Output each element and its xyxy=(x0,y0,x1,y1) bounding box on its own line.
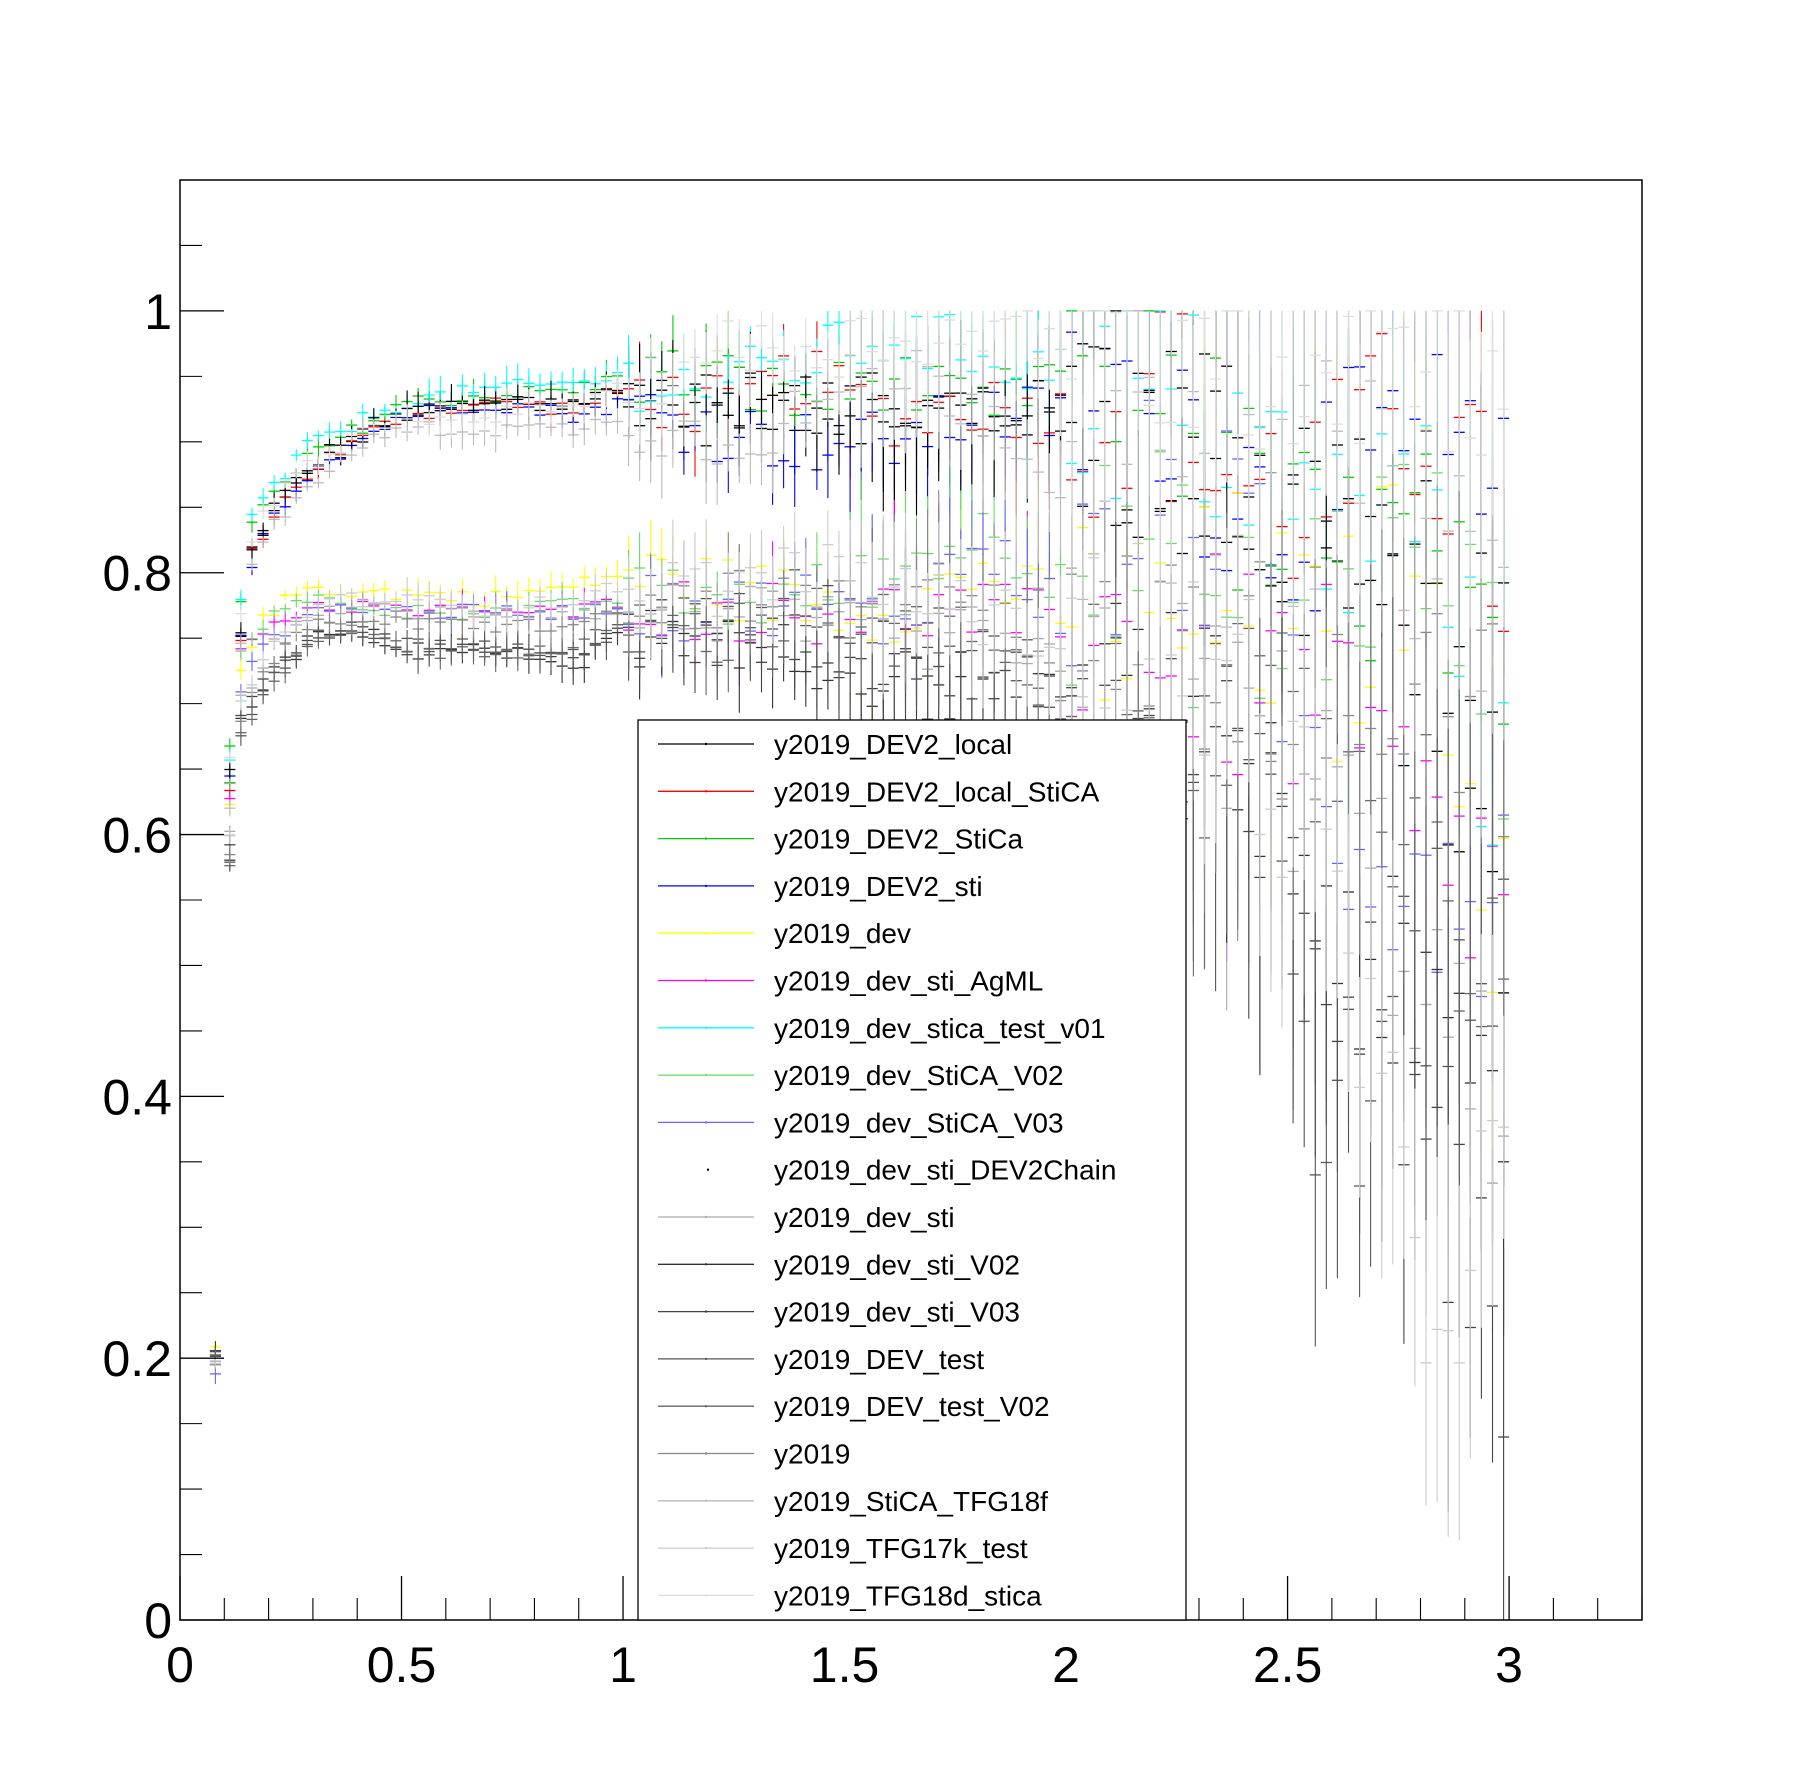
x-tick-label: 0 xyxy=(166,1637,194,1693)
legend-item: y2019_DEV2_sti xyxy=(658,871,983,902)
legend-marker-dot xyxy=(704,790,708,793)
legend-marker-dot xyxy=(704,979,708,982)
legend-marker-dot xyxy=(704,1452,708,1455)
x-tick-label: 2.5 xyxy=(1253,1637,1323,1693)
x-tick-label: 0.5 xyxy=(367,1637,437,1693)
y-tick-label: 0 xyxy=(144,1593,172,1649)
legend-label: y2019_DEV_test_V02 xyxy=(774,1391,1050,1422)
x-tick-label: 1.5 xyxy=(810,1637,880,1693)
y-tick-label: 0.8 xyxy=(102,546,172,602)
legend-label: y2019_dev_stica_test_v01 xyxy=(774,1013,1106,1044)
x-tick-label: 2 xyxy=(1052,1637,1080,1693)
legend-marker-dot xyxy=(704,1263,708,1266)
y-tick-label: 0.4 xyxy=(102,1069,172,1125)
legend-item: y2019_dev_sti_AgML xyxy=(658,966,1043,997)
legend-marker-dot xyxy=(704,1594,708,1597)
legend-label: y2019_TFG18d_stica xyxy=(774,1580,1042,1611)
axes-layer: 0 0.5 1 1.5 2 2.5 3 0 0.2 0.4 0.6 0.8 1 xyxy=(102,179,1643,1693)
legend-label: y2019_dev_sti_V02 xyxy=(774,1249,1020,1280)
legend-item: y2019_dev_sti xyxy=(658,1202,955,1233)
legend-item: y2019_dev_StiCA_V03 xyxy=(658,1107,1064,1138)
x-tick-label: 3 xyxy=(1495,1637,1523,1693)
legend-marker-dot xyxy=(704,1310,708,1313)
legend-marker-dot xyxy=(704,1215,708,1219)
legend-marker-dot xyxy=(704,1121,708,1124)
legend-item: y2019_DEV2_local xyxy=(658,729,1012,760)
legend-item: y2019_StiCA_TFG18f xyxy=(658,1486,1048,1517)
legend-label: y2019_DEV2_local xyxy=(774,729,1012,760)
legend-label: y2019_DEV2_local_StiCA xyxy=(774,776,1100,807)
legend-marker-dot xyxy=(704,742,708,746)
legend-marker-dot xyxy=(704,1405,708,1408)
y-tick-label: 0.6 xyxy=(102,808,172,864)
legend-label: y2019_dev_sti xyxy=(774,1202,955,1233)
legend-item: y2019_TFG18d_stica xyxy=(658,1580,1042,1611)
legend-label: y2019_DEV_test xyxy=(774,1344,984,1375)
legend: y2019_DEV2_local y2019_DEV2_local_StiCA y2… xyxy=(637,719,1187,1621)
legend-label: y2019_DEV2_sti xyxy=(774,871,983,902)
legend-item: y2019_DEV2_StiCa xyxy=(658,824,1023,855)
y-tick-label: 0.2 xyxy=(102,1331,172,1387)
legend-marker-dot xyxy=(704,932,708,935)
legend-label: y2019_StiCA_TFG18f xyxy=(774,1486,1048,1517)
legend-label: y2019_DEV2_StiCa xyxy=(774,824,1023,855)
legend-marker-dot xyxy=(704,837,708,840)
legend-label: y2019_TFG17k_test xyxy=(774,1533,1028,1564)
legend-item: y2019_DEV_test_V02 xyxy=(658,1391,1050,1422)
legend-label: y2019_dev_sti_V03 xyxy=(774,1297,1020,1328)
x-tick-label: 1 xyxy=(609,1637,637,1693)
legend-marker-dot xyxy=(704,1499,708,1503)
legend-label: y2019_dev_sti_DEV2Chain xyxy=(774,1155,1116,1186)
legend-label: y2019 xyxy=(774,1439,850,1470)
legend-label: y2019_dev_StiCA_V02 xyxy=(774,1060,1064,1091)
legend-marker-dot xyxy=(704,884,708,888)
legend-label: y2019_dev_StiCA_V03 xyxy=(774,1107,1064,1138)
legend-item: y2019_TFG17k_test xyxy=(658,1533,1028,1564)
legend-item: y2019_DEV2_local_StiCA xyxy=(658,776,1100,807)
legend-item: y2019_DEV_test xyxy=(658,1344,984,1375)
y-tick-label: 1 xyxy=(144,284,172,340)
legend-label: y2019_dev xyxy=(774,918,911,949)
legend-item: y2019_dev_sti_DEV2Chain xyxy=(706,1155,1116,1186)
legend-item: y2019_dev_sti_V03 xyxy=(658,1297,1020,1328)
legend-item: y2019_dev_stica_test_v01 xyxy=(658,1013,1106,1044)
legend-item: y2019_dev xyxy=(658,918,911,949)
legend-marker-dot xyxy=(704,1073,708,1077)
legend-label: y2019_dev_sti_AgML xyxy=(774,966,1043,997)
legend-item: y2019_dev_StiCA_V02 xyxy=(658,1060,1064,1091)
legend-marker-dot xyxy=(704,1026,708,1030)
series-y2019_TFG18d_stica xyxy=(224,310,1510,764)
legend-item: y2019 xyxy=(658,1439,850,1470)
legend-box xyxy=(637,719,1187,1621)
legend-item: y2019_dev_sti_V02 xyxy=(658,1249,1020,1280)
legend-marker xyxy=(706,1168,710,1171)
legend-marker-dot xyxy=(704,1546,708,1550)
legend-marker-dot xyxy=(704,1357,708,1361)
